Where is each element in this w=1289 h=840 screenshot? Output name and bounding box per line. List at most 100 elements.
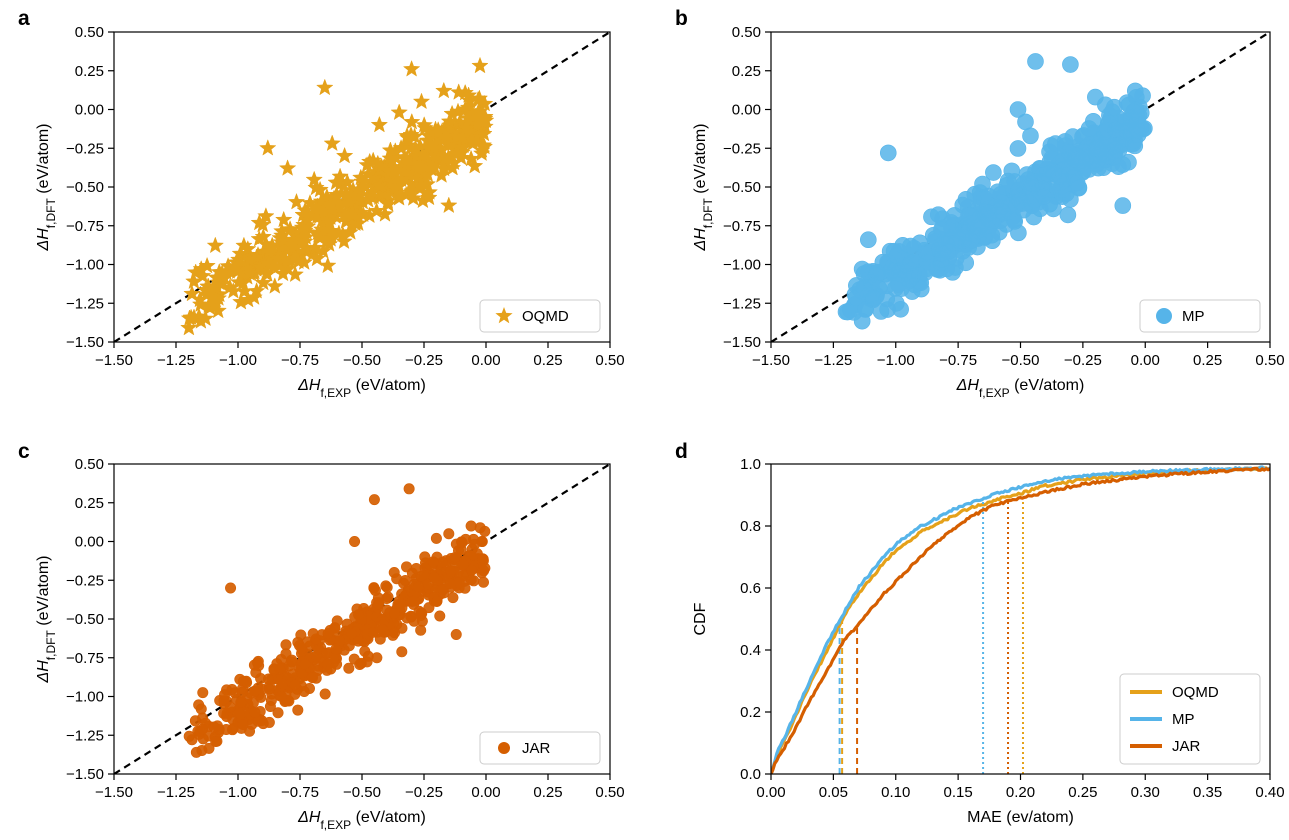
y-tick-label: −1.25	[66, 295, 104, 312]
scatter-point	[912, 280, 930, 298]
x-tick-label: 0.10	[881, 784, 910, 801]
scatter-point	[368, 494, 380, 506]
scatter-point	[412, 92, 431, 110]
scatter-point	[335, 232, 353, 250]
scatter-point	[1009, 101, 1027, 118]
y-tick-label: −0.50	[723, 179, 761, 196]
legend-marker	[495, 307, 513, 324]
x-tick-label: −0.50	[343, 784, 381, 801]
scatter-point	[272, 707, 284, 719]
scatter-point	[410, 177, 428, 194]
scatter-point	[183, 284, 201, 302]
y-tick-label: 0.2	[740, 704, 761, 721]
legend-label: OQMD	[522, 308, 569, 325]
scatter-point	[432, 166, 451, 183]
scatter-point	[307, 628, 319, 640]
scatter-point	[471, 56, 489, 74]
scatter-point	[244, 725, 256, 737]
scatter-point	[319, 688, 331, 700]
scatter-point	[208, 721, 220, 733]
y-tick-label: −1.00	[66, 689, 104, 706]
scatter-point	[330, 643, 342, 655]
scatter-point	[287, 192, 306, 210]
x-tick-label: 0.30	[1131, 784, 1160, 801]
scatter-point	[185, 272, 203, 290]
scatter-point	[1026, 191, 1043, 209]
scatter-point	[250, 213, 268, 231]
scatter-point	[249, 706, 261, 718]
plot-area-c	[114, 464, 610, 774]
scatter-point	[289, 252, 308, 270]
scatter-point	[219, 689, 231, 701]
scatter-point	[189, 715, 201, 727]
scatter-point	[469, 102, 488, 119]
scatter-point	[260, 242, 278, 260]
x-axis-label-main: ΔH	[956, 377, 980, 394]
plot-area-a	[114, 32, 610, 342]
scatter-point	[308, 249, 326, 267]
scatter-point	[224, 281, 243, 299]
scatter-point	[463, 130, 481, 148]
scatter-point	[239, 239, 257, 257]
scatter-point	[240, 250, 259, 268]
legend: MP	[1139, 299, 1261, 333]
y-tick-label: 0.0	[740, 766, 761, 783]
scatter-point	[368, 582, 380, 594]
scatter-point	[307, 199, 326, 216]
x-tick-label: 0.00	[471, 352, 500, 369]
scatter-point	[286, 654, 298, 666]
scatter-point	[901, 271, 918, 289]
scatter-point	[427, 556, 439, 568]
legend-label-OQMD: OQMD	[1172, 684, 1219, 701]
scatter-point	[1089, 159, 1107, 177]
scatter-point	[403, 112, 421, 130]
scatter-point	[253, 660, 265, 672]
scatter-point	[1068, 151, 1085, 169]
y-tick-label: −0.75	[66, 650, 104, 667]
x-tick-label: −1.25	[157, 352, 195, 369]
scatter-point	[319, 256, 337, 274]
x-tick-label: −0.50	[1002, 352, 1040, 369]
scatter-point	[377, 623, 389, 635]
scatter-point	[235, 696, 247, 708]
scatter-point	[192, 312, 210, 329]
scatter-point	[459, 86, 478, 103]
scatter-point	[278, 159, 297, 176]
x-axis-label-main: ΔH	[297, 377, 321, 394]
panel-b: b MP −1.50 −1.25 −1.00 −0.75 −0.50 −0.25 0.00 0.2…	[675, 7, 1285, 400]
scatter-point	[306, 238, 324, 256]
y-axis-label-sub: f,DFT	[44, 630, 58, 661]
scatter-point	[249, 685, 261, 697]
legend: OQMD MP JAR	[1119, 673, 1261, 765]
scatter-point	[466, 564, 478, 576]
y-tick-label: −0.25	[723, 140, 761, 157]
scatter-point	[349, 214, 367, 232]
scatter-point	[989, 183, 1006, 201]
scatter-point	[234, 708, 246, 720]
scatter-point	[275, 690, 287, 702]
scatter-point	[327, 173, 345, 191]
scatter-point	[343, 662, 355, 674]
points-MP	[837, 53, 1153, 330]
scatter-point	[224, 701, 236, 713]
scatter-point	[879, 144, 897, 162]
scatter-point	[335, 146, 354, 164]
x-tick-label: −0.25	[405, 784, 443, 801]
scatter-point	[372, 598, 384, 610]
scatter-point	[341, 223, 360, 240]
scatter-point	[435, 81, 453, 99]
x-axis-label-sub: f,EXP	[320, 386, 351, 400]
scatter-point	[388, 566, 400, 578]
scatter-point	[389, 608, 401, 620]
x-tick-label: −1.00	[219, 784, 257, 801]
y-axis-label: ΔHf,DFT (eV/atom)	[35, 124, 58, 252]
y-tick-label: 0.50	[75, 456, 104, 473]
scatter-point	[232, 292, 250, 310]
scatter-point	[346, 628, 358, 640]
points-OQMD	[180, 56, 495, 336]
scatter-point	[431, 595, 443, 607]
scatter-point	[402, 59, 421, 77]
x-tick-label: −0.75	[281, 784, 319, 801]
y-tick-label: 0.25	[75, 63, 104, 80]
scatter-point	[293, 218, 312, 236]
